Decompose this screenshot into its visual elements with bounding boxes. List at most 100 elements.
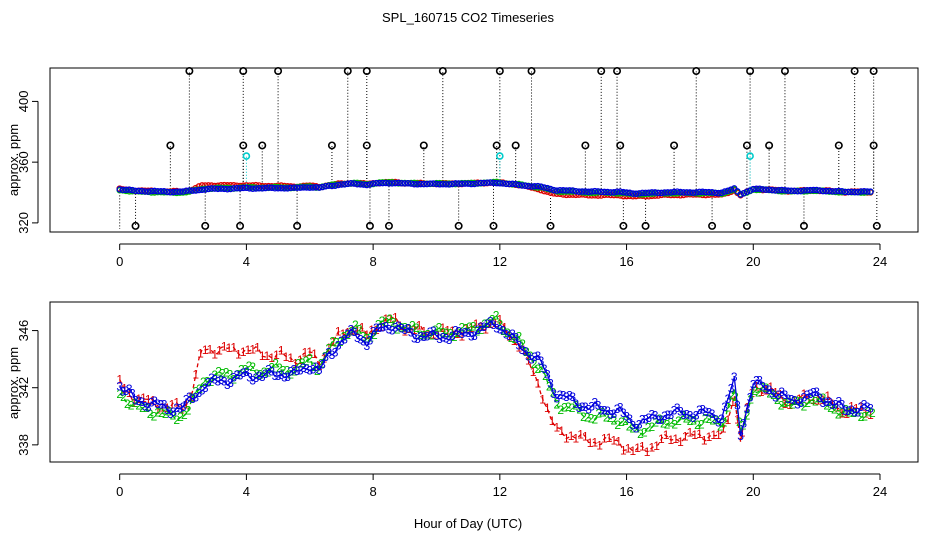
series-3-point [319, 183, 326, 191]
series-2-label: 2 [698, 418, 705, 432]
series-2-label: 2 [527, 349, 534, 363]
series-3-label: 3 [170, 405, 177, 419]
series-1-label: 1 [539, 393, 546, 407]
series-3-label: 3 [785, 392, 792, 406]
series-3-point [407, 180, 415, 187]
series-3-point [445, 181, 453, 188]
outlier-point [511, 141, 520, 150]
series-2-label: 2 [637, 427, 644, 441]
top-panel-axes: 0 4 8 12 16 20 24 320 360 400 [16, 67, 919, 269]
series-2-label: 2 [793, 394, 800, 408]
series-3-label: 3 [538, 354, 545, 368]
series-2-label: 2 [360, 330, 367, 344]
series-3-label: 3 [341, 333, 348, 347]
series-3-label: 3 [747, 391, 754, 405]
series-3-point [582, 188, 589, 195]
series-3-label: 3 [569, 390, 576, 404]
series-3-point [553, 187, 561, 194]
series-2-label: 2 [333, 335, 340, 349]
series-2-label: 2 [154, 405, 161, 419]
series-1-label: 1 [658, 432, 665, 446]
series-3-label: 3 [668, 408, 675, 422]
series-3-point [620, 188, 627, 196]
series-3-label: 3 [325, 346, 332, 360]
series-1-label: 1 [439, 321, 446, 335]
series-1-label: 1 [188, 390, 195, 404]
series-1-label: 1 [501, 321, 508, 335]
series-3-label: 3 [449, 329, 456, 343]
outlier-point [670, 141, 679, 150]
series-2-label: 2 [295, 356, 302, 370]
series-2-label: 2 [755, 386, 762, 400]
series-1-label: 1 [829, 397, 836, 411]
series-2-label: 2 [128, 398, 135, 412]
series-3-point [119, 186, 127, 194]
series-3-point [224, 185, 231, 193]
series-2-label: 2 [633, 422, 640, 436]
series-3-point [148, 187, 155, 195]
series-1-point [201, 182, 209, 189]
series-1-label: 1 [544, 401, 551, 415]
series-3-label: 3 [519, 343, 526, 357]
series-3-label: 3 [430, 324, 437, 338]
series-3-point [442, 180, 450, 188]
series-3-label: 3 [132, 393, 139, 407]
series-3-point [800, 187, 808, 194]
series-3-point [433, 180, 440, 188]
series-3-label: 3 [775, 388, 782, 402]
series-3-point [572, 187, 580, 195]
series-3-point [347, 180, 355, 187]
series-3-point [258, 185, 266, 192]
series-3-point [411, 181, 418, 188]
series-2-label: 2 [732, 390, 739, 404]
series-3-label: 3 [262, 367, 269, 381]
series-1-label: 1 [853, 402, 860, 416]
series-3-label: 3 [446, 333, 453, 347]
series-3-label: 3 [186, 390, 193, 404]
series-3-label: 3 [484, 317, 491, 331]
series-3-line [119, 320, 871, 437]
series-1-label: 1 [321, 352, 328, 366]
series-3-label: 3 [788, 393, 795, 407]
series-2-label: 2 [656, 412, 663, 426]
series-2-label: 2 [443, 326, 450, 340]
series-3-label: 3 [791, 393, 798, 407]
series-3-label: 3 [709, 407, 716, 421]
series-3-point [125, 186, 133, 193]
series-2-label: 2 [607, 411, 614, 425]
series-3-label: 3 [614, 402, 621, 416]
series-3-label: 3 [253, 371, 260, 385]
series-3-point [651, 189, 659, 196]
series-3-label: 3 [436, 332, 443, 346]
series-1-label: 1 [710, 428, 717, 442]
series-3-point [610, 189, 618, 196]
series-2-label: 2 [177, 410, 184, 424]
series-1-label: 1 [563, 432, 570, 446]
series-3-point [376, 179, 383, 187]
series-3-point [566, 187, 573, 194]
series-1-label: 1 [216, 343, 223, 357]
series-3-point [398, 179, 405, 187]
series-3-label: 3 [664, 408, 671, 422]
series-1-label: 1 [458, 330, 465, 344]
series-3-point [788, 187, 795, 195]
outlier-point [765, 141, 774, 150]
series-3-label: 3 [702, 405, 709, 419]
series-3-label: 3 [633, 421, 640, 435]
series-2-label: 2 [284, 364, 291, 378]
series-3-point [303, 184, 310, 191]
series-3-label: 3 [867, 401, 874, 415]
series-3-point [170, 188, 177, 196]
series-3-label: 3 [202, 381, 209, 395]
series-3-point [851, 188, 858, 196]
series-1-label: 1 [758, 385, 765, 399]
series-1-label: 1 [116, 372, 123, 386]
series-3-point [810, 186, 817, 194]
series-2-label: 2 [451, 330, 458, 344]
series-3-point [515, 181, 523, 189]
series-3-label: 3 [715, 415, 722, 429]
series-3-label: 3 [687, 408, 694, 422]
series-3-label: 3 [617, 400, 624, 414]
outlier-point [454, 221, 463, 230]
series-2-label: 2 [173, 413, 180, 427]
